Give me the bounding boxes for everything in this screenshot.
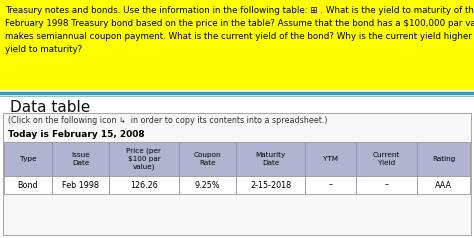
Bar bbox=[0, 0, 474, 90]
Text: Data table: Data table bbox=[10, 100, 90, 115]
Text: Maturity
Date: Maturity Date bbox=[255, 152, 286, 166]
Text: Today is February 15, 2008: Today is February 15, 2008 bbox=[8, 130, 145, 139]
Text: Type: Type bbox=[20, 156, 36, 162]
Text: 2-15-2018: 2-15-2018 bbox=[250, 180, 291, 189]
Text: Treasury notes and bonds. Use the information in the following table: ⊞ . What i: Treasury notes and bonds. Use the inform… bbox=[5, 6, 474, 15]
FancyBboxPatch shape bbox=[3, 113, 471, 235]
Bar bbox=[417, 142, 470, 176]
Text: Rating: Rating bbox=[432, 156, 455, 162]
Bar bbox=[4, 176, 52, 194]
Text: –: – bbox=[328, 180, 333, 189]
Text: Bond: Bond bbox=[18, 180, 38, 189]
Bar bbox=[109, 142, 179, 176]
Text: (Click on the following icon ↳  in order to copy its contents into a spreadsheet: (Click on the following icon ↳ in order … bbox=[8, 116, 328, 125]
Bar bbox=[109, 176, 179, 194]
Text: Price (per
$100 par
value): Price (per $100 par value) bbox=[127, 148, 162, 170]
Text: 126.26: 126.26 bbox=[130, 180, 158, 189]
Bar bbox=[52, 142, 109, 176]
Bar bbox=[179, 176, 236, 194]
Bar bbox=[356, 142, 417, 176]
Bar bbox=[236, 176, 305, 194]
Text: –: – bbox=[384, 180, 388, 189]
Text: 9.25%: 9.25% bbox=[194, 180, 220, 189]
Text: Coupon
Rate: Coupon Rate bbox=[193, 152, 221, 166]
Text: makes semiannual coupon payment. What is the current yield of the bond? Why is t: makes semiannual coupon payment. What is… bbox=[5, 32, 474, 41]
Text: YTM: YTM bbox=[323, 156, 338, 162]
Bar bbox=[52, 176, 109, 194]
Text: yield to maturity?: yield to maturity? bbox=[5, 45, 82, 54]
Text: Current
Yield: Current Yield bbox=[373, 152, 400, 166]
Bar bbox=[305, 176, 356, 194]
Bar bbox=[356, 176, 417, 194]
Bar bbox=[305, 142, 356, 176]
Text: Issue
Date: Issue Date bbox=[71, 152, 90, 166]
Text: AAA: AAA bbox=[435, 180, 452, 189]
Text: February 1998 Treasury bond based on the price in the table? Assume that the bon: February 1998 Treasury bond based on the… bbox=[5, 19, 474, 28]
Bar bbox=[236, 142, 305, 176]
Bar bbox=[179, 142, 236, 176]
Text: Feb 1998: Feb 1998 bbox=[62, 180, 99, 189]
Bar bbox=[4, 142, 52, 176]
Bar bbox=[417, 176, 470, 194]
